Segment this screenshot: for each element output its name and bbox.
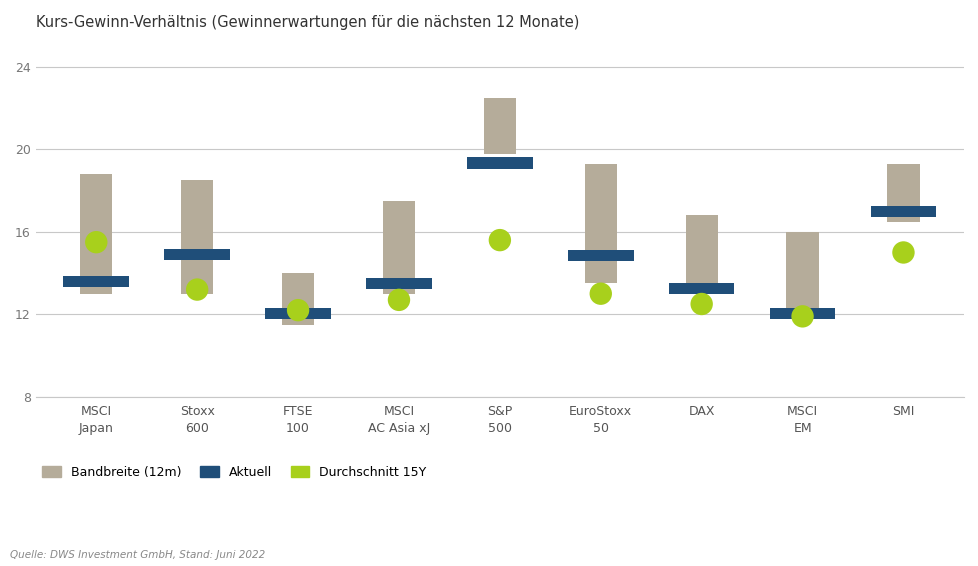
Point — [88, 238, 104, 247]
Bar — [80, 174, 112, 294]
Bar — [584, 164, 616, 284]
Bar — [181, 181, 213, 294]
Bar — [483, 98, 515, 153]
Point — [391, 295, 407, 305]
Point — [593, 289, 608, 298]
Bar — [265, 307, 331, 319]
Bar — [164, 249, 230, 260]
Bar — [282, 273, 314, 324]
Point — [693, 299, 709, 308]
Bar — [64, 276, 129, 287]
Bar — [685, 216, 717, 294]
Bar — [785, 232, 818, 319]
Bar — [869, 205, 935, 217]
Text: Kurs-Gewinn-Verhältnis (Gewinnerwartungen für die nächsten 12 Monate): Kurs-Gewinn-Verhältnis (Gewinnerwartunge… — [36, 15, 579, 30]
Point — [189, 285, 204, 294]
Legend: Bandbreite (12m), Aktuell, Durchschnitt 15Y: Bandbreite (12m), Aktuell, Durchschnitt … — [42, 466, 426, 479]
Bar — [769, 307, 834, 319]
Bar — [886, 164, 918, 221]
Bar — [668, 283, 734, 294]
Point — [895, 248, 911, 257]
Bar — [467, 157, 532, 169]
Bar — [366, 278, 431, 289]
Bar — [382, 201, 415, 294]
Point — [289, 306, 305, 315]
Point — [794, 312, 810, 321]
Text: Quelle: DWS Investment GmbH, Stand: Juni 2022: Quelle: DWS Investment GmbH, Stand: Juni… — [10, 550, 265, 560]
Bar — [567, 250, 633, 261]
Point — [492, 235, 508, 245]
